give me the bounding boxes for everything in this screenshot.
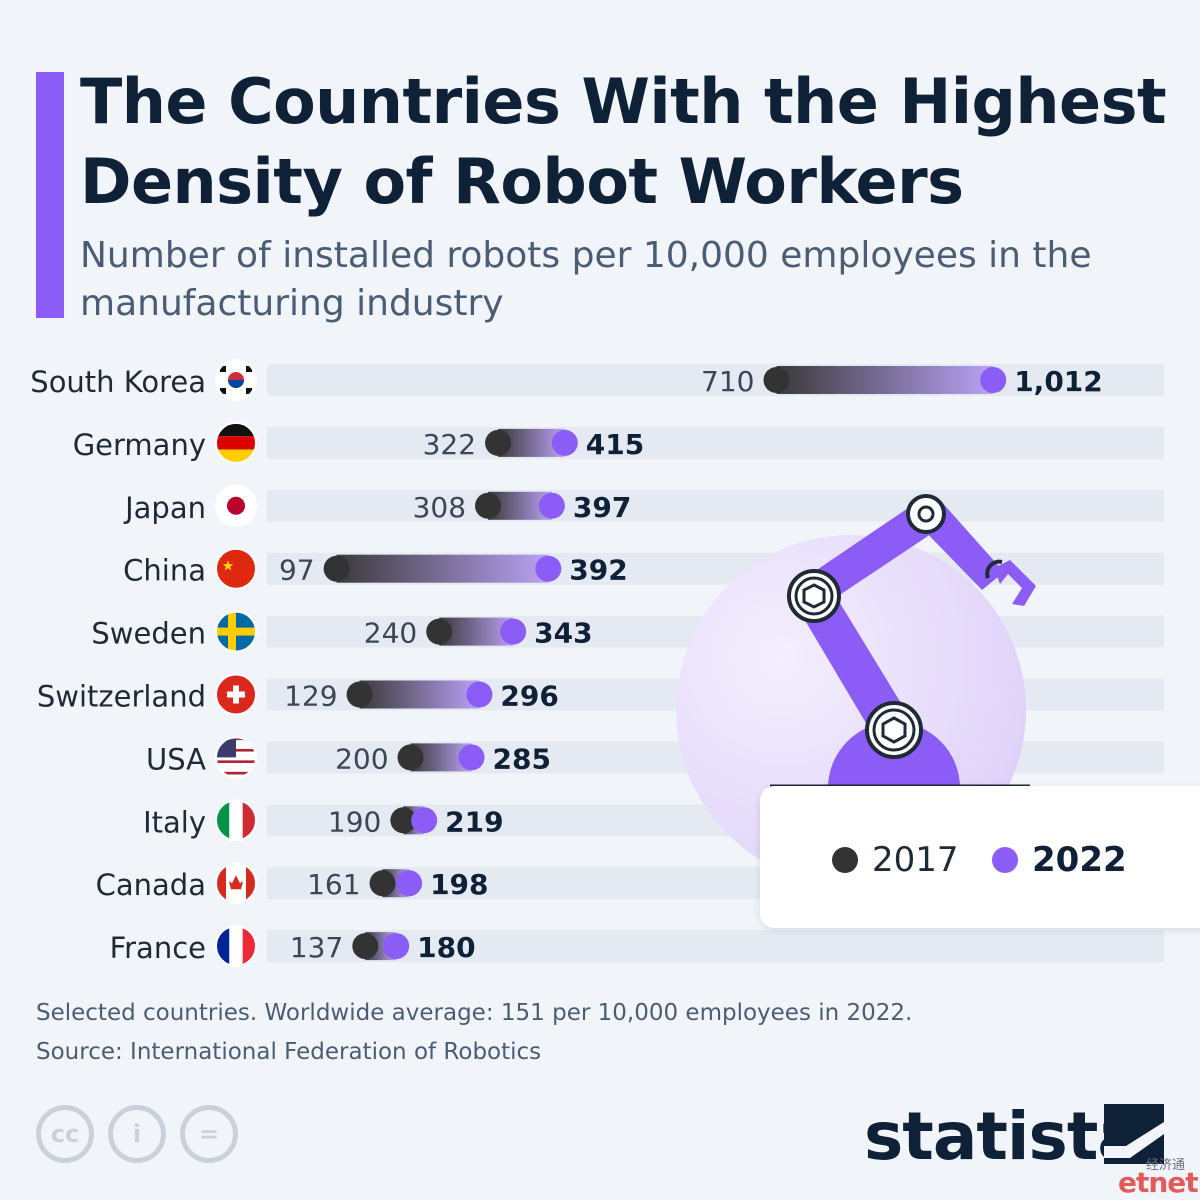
statista-logo-text[interactable]: statista — [864, 1098, 1142, 1175]
change-bar — [359, 680, 480, 709]
table-row: Japan 308 397 — [123, 484, 1164, 527]
legend-label-2017: 2017 — [872, 840, 959, 880]
point-2022 — [551, 429, 578, 456]
point-2022 — [458, 744, 485, 771]
point-2017 — [352, 933, 379, 960]
legend-item-2017: 2017 — [832, 840, 959, 880]
point-2022 — [500, 618, 527, 645]
license-icons: cc i = — [36, 1105, 238, 1163]
country-label: Canada — [96, 868, 206, 902]
country-label: Japan — [123, 491, 206, 525]
legend: 2017 2022 — [760, 786, 1200, 928]
sweden-flag-icon — [216, 611, 256, 652]
usa-flag-icon — [216, 737, 256, 778]
value-label-2022: 180 — [417, 931, 475, 964]
change-bar — [776, 366, 994, 394]
value-label-2022: 343 — [534, 617, 592, 650]
table-row: France 137 180 — [110, 925, 1164, 968]
value-label-2017: 240 — [364, 617, 417, 650]
point-2017 — [390, 807, 417, 834]
point-2022 — [535, 555, 562, 582]
country-label: Italy — [143, 805, 206, 839]
svg-text:★: ★ — [222, 559, 235, 575]
chart-title: The Countries With the Highest Density o… — [80, 65, 1167, 218]
statista-logo-icon[interactable] — [1104, 1104, 1164, 1164]
south-korea-flag-icon — [216, 360, 256, 400]
value-label-2022: 285 — [493, 742, 551, 775]
switzerland-flag-icon — [216, 674, 256, 715]
value-label-2022: 392 — [569, 554, 627, 587]
point-2017 — [763, 367, 790, 393]
value-label-2017: 129 — [284, 680, 337, 713]
country-label: Switzerland — [37, 680, 206, 714]
attribution-icon[interactable]: i — [108, 1105, 166, 1163]
value-label-2017: 308 — [413, 491, 466, 524]
watermark-chinese: 经济通 — [1146, 1158, 1186, 1173]
country-label: USA — [146, 742, 206, 776]
legend-dot-2017 — [832, 847, 858, 873]
point-2017 — [397, 744, 424, 771]
country-label: France — [110, 931, 206, 965]
value-label-2022: 198 — [430, 868, 488, 901]
value-label-2017: 97 — [279, 554, 315, 587]
value-label-2017: 710 — [701, 365, 754, 398]
cc-icon[interactable]: cc — [36, 1105, 94, 1163]
point-2022 — [411, 807, 438, 834]
point-2022 — [383, 933, 410, 960]
point-2017 — [369, 870, 396, 897]
value-label-2017: 161 — [307, 868, 360, 901]
chart-note: Selected countries. Worldwide average: 1… — [36, 1000, 913, 1026]
table-row: Germany 322 415 — [73, 421, 1164, 464]
point-2017 — [475, 492, 502, 519]
table-row: China ★ 97 392 — [123, 547, 1164, 590]
point-2017 — [346, 681, 373, 708]
country-label: Sweden — [91, 617, 206, 651]
watermark-etnet: etnet — [1118, 1166, 1199, 1199]
point-2022 — [980, 367, 1007, 393]
no-derivatives-icon[interactable]: = — [180, 1105, 238, 1163]
point-2022 — [466, 681, 493, 708]
value-label-2017: 200 — [335, 742, 388, 775]
value-label-2022: 415 — [586, 428, 644, 461]
point-2022 — [396, 870, 423, 897]
title-accent-bar — [36, 72, 64, 318]
point-2017 — [323, 555, 350, 582]
row-track — [267, 426, 1164, 459]
point-2022 — [538, 492, 565, 519]
legend-item-2022: 2022 — [992, 840, 1127, 880]
row-track — [267, 930, 1164, 963]
point-2017 — [426, 618, 453, 645]
value-label-2022: 1,012 — [1014, 365, 1103, 398]
value-label-2022: 397 — [573, 491, 631, 524]
legend-label-2022: 2022 — [1032, 840, 1127, 880]
value-label-2017: 137 — [290, 931, 343, 964]
value-label-2022: 296 — [500, 680, 558, 713]
value-label-2017: 190 — [328, 805, 381, 838]
country-label: Germany — [73, 428, 206, 462]
legend-dot-2022 — [992, 847, 1018, 873]
chart-subtitle: Number of installed robots per 10,000 em… — [80, 235, 1092, 324]
value-label-2017: 322 — [423, 428, 476, 461]
china-flag-icon: ★ — [216, 548, 256, 589]
chart-source: Source: International Federation of Robo… — [36, 1039, 542, 1065]
canada-flag-icon — [216, 863, 256, 904]
point-2017 — [485, 429, 512, 456]
country-label: China — [123, 554, 206, 588]
row-track — [267, 364, 1164, 396]
change-bar — [336, 554, 549, 583]
country-label: South Korea — [30, 365, 206, 399]
table-row: South Korea 710 1,012 — [30, 359, 1164, 401]
value-label-2022: 219 — [445, 805, 503, 838]
japan-flag-icon — [216, 485, 256, 526]
row-track — [267, 489, 1164, 522]
